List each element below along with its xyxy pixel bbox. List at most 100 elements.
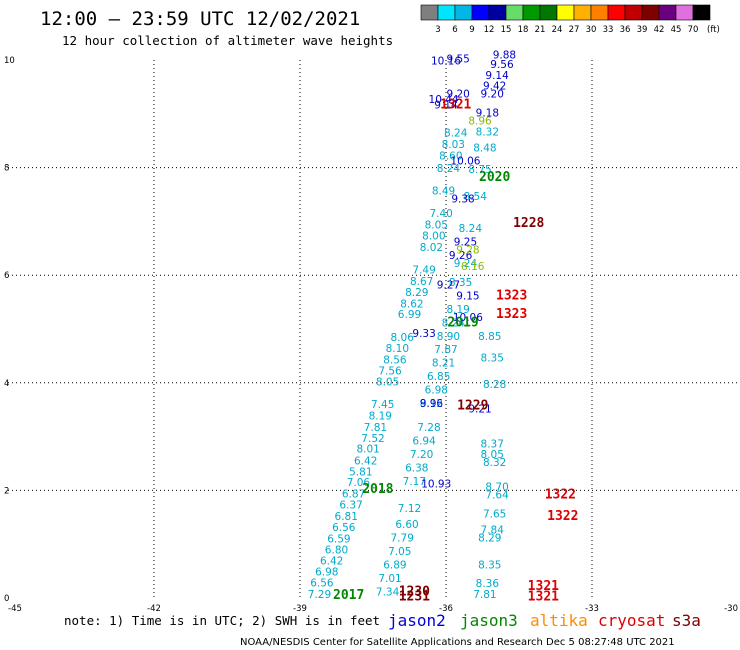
wave-height-point: 7.84	[481, 524, 505, 536]
wave-height-point: 8.70	[485, 481, 508, 493]
colorbar-level-label: 36	[620, 25, 631, 35]
wave-height-point: 8.28	[483, 379, 506, 391]
colorbar-swatch	[692, 4, 711, 21]
pass-time-label: 2020	[479, 170, 510, 185]
wave-height-point: 9.20	[481, 89, 504, 101]
colorbar-level-label: 45	[671, 25, 682, 35]
wave-height-point: 9.24	[454, 258, 478, 270]
wave-height-point: 7.28	[417, 422, 440, 434]
wave-height-point: 8.00	[422, 231, 445, 243]
wave-height-point: 8.21	[432, 358, 455, 370]
wave-height-point: 9.56	[490, 59, 514, 71]
series-track_east: 7.818.36 8.35 8.297.84 7.65 7.648.70 8.328.05…	[473, 331, 509, 601]
satellite-legend-cryosat: cryosat	[598, 611, 665, 630]
y-tick-label: 0	[4, 594, 9, 604]
wave-height-point: 9.42	[483, 81, 506, 93]
series-north_cluster: 10.169.55 9.889.569.149.429.2010.449.149.…	[412, 49, 516, 490]
pass-time-label: 1228	[513, 216, 544, 231]
wave-height-point: 7.34	[376, 586, 400, 598]
wave-height-point: 8.24	[437, 163, 461, 175]
colorbar-level-label: 9	[469, 25, 474, 35]
wave-height-point: 8.90	[437, 331, 460, 343]
series-altika: 9.28 8.16 8.96	[456, 116, 492, 273]
x-tick-label: -30	[724, 604, 738, 614]
wave-height-point: 8.35	[481, 352, 504, 364]
satellite-legend-altika: altika	[530, 611, 588, 630]
wave-height-point: 6.56	[310, 578, 334, 590]
colorbar-swatch	[454, 4, 473, 21]
credit-line: NOAA/NESDIS Center for Satellite Applica…	[240, 637, 675, 648]
colorbar-level-label: 12	[484, 25, 495, 35]
wave-height-point: 9.14	[434, 99, 458, 111]
chart-title: 12:00 – 23:59 UTC 12/02/2021	[40, 8, 360, 30]
wave-height-point: 8.24	[459, 223, 483, 235]
wave-height-point: 10.06	[450, 155, 480, 167]
pass-time-label: 1230	[399, 584, 430, 599]
satellite-legend-jason3: jason3	[460, 611, 518, 630]
wave-height-point: 9.21	[468, 403, 491, 415]
wave-height-point: 7.01	[378, 573, 401, 585]
wave-height-point: 8.67	[410, 276, 433, 288]
wave-height-point: 6.59	[327, 534, 350, 546]
pass-time-label: 1229	[457, 399, 488, 414]
wave-height-point: 9.26	[449, 250, 473, 262]
colorbar-level-label: 18	[518, 25, 529, 35]
wave-height-point: 8.24	[444, 127, 468, 139]
wave-height-point: 8.12	[420, 398, 443, 410]
wave-height-point: 9.25	[454, 237, 477, 249]
wave-height-point: 6.80	[325, 544, 348, 556]
wave-height-point: 6.42	[354, 456, 377, 468]
colorbar-swatch	[539, 4, 558, 21]
wave-height-point: 6.94	[412, 436, 436, 448]
pass-time-label: 1321	[440, 97, 471, 112]
wave-height-point: 9.15	[456, 290, 479, 302]
wave-height-point: 6.98	[425, 385, 448, 397]
wave-height-point: 9.88	[493, 49, 516, 61]
wave-height-point: 8.29	[478, 533, 501, 545]
colorbar-level-label: 21	[535, 25, 546, 35]
series-track_mid: 7.347.01 6.897.057.79 6.60 7.12 7.176.38 7.20…	[376, 126, 499, 598]
wave-height-point: 9.27	[437, 280, 460, 292]
colorbar-level-label: 3	[435, 25, 440, 35]
wave-height-point: 10.93	[421, 479, 451, 491]
wave-height-point: 8.24	[442, 317, 466, 329]
colorbar-swatch	[624, 4, 643, 21]
wave-height-point: 7.56	[378, 366, 402, 378]
colorbar-swatch	[437, 4, 456, 21]
satellite-legend: jason2 jason3 altika cryosat s3a	[388, 611, 701, 630]
wave-height-point: 6.38	[405, 463, 428, 475]
wave-height-point: 7.81	[473, 589, 496, 601]
wave-height-point: 7.81	[364, 422, 387, 434]
wave-height-point: 9.96	[420, 398, 444, 410]
colorbar-unit-label: (ft)	[707, 25, 720, 35]
wave-height-point: 7.64	[485, 489, 509, 501]
colorbar-level-label: 6	[452, 25, 457, 35]
wave-height-point: 5.81	[349, 466, 372, 478]
satellite-legend-s3a: s3a	[672, 611, 701, 630]
colorbar-level-label: 15	[501, 25, 512, 35]
wave-height-point: 8.96	[468, 116, 492, 128]
wave-height-point: 8.60	[439, 151, 462, 163]
wave-height-point: 8.05	[425, 219, 448, 231]
colorbar-level-label: 30	[586, 25, 597, 35]
pass-time-label: 1322	[545, 487, 576, 502]
wave-height-point: 8.35	[478, 559, 501, 571]
wave-height-point: 9.18	[476, 107, 499, 119]
wave-height-point: 8.16	[461, 261, 485, 273]
wave-height-point: 9.55	[446, 54, 469, 66]
wave-height-point: 8.05	[376, 376, 399, 388]
colorbar-swatch	[590, 4, 609, 21]
wave-height-point: 8.32	[483, 457, 506, 469]
wave-height-point: 10.16	[431, 55, 461, 67]
plot-area: -45 -42 -39 -36 -33 -3002468107.296.566.986.4…	[4, 49, 738, 614]
wave-height-point: 8.19	[446, 304, 469, 316]
colorbar-swatch	[607, 4, 626, 21]
wave-height-point: 9.20	[446, 89, 469, 101]
wave-height-point: 6.99	[398, 309, 421, 321]
wave-height-point: 8.49	[432, 186, 455, 198]
colorbar-level-label: 39	[637, 25, 648, 35]
pass-time-label: 2018	[362, 482, 393, 497]
wave-height-point: 7.17	[403, 476, 426, 488]
x-tick-label: -33	[585, 604, 599, 614]
wave-height-point: 8.32	[476, 126, 499, 138]
